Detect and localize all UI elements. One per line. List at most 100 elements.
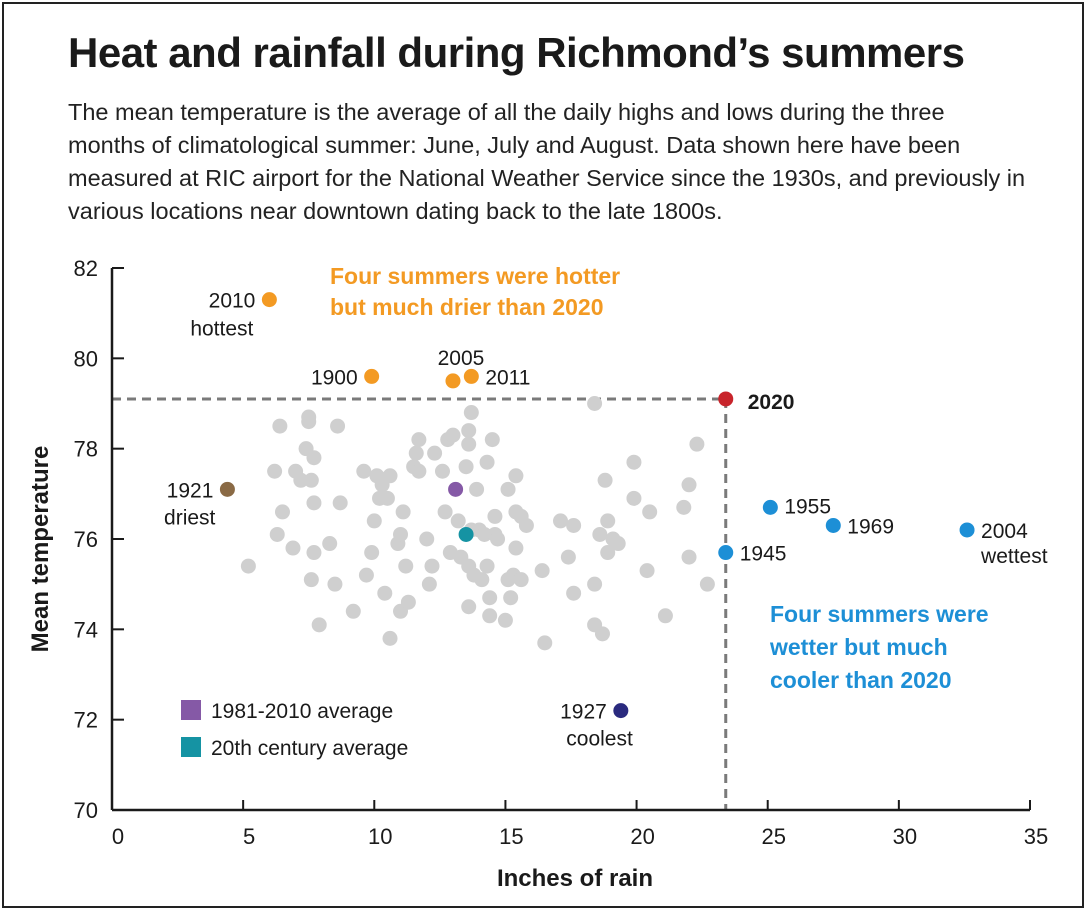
summer-point xyxy=(476,526,492,542)
x-tick-label: 20 xyxy=(630,824,654,849)
summer-point xyxy=(587,396,603,411)
y-tick-label: 70 xyxy=(74,798,98,823)
highlight-point-2005 xyxy=(445,373,461,389)
annotation-line: Four summers were xyxy=(770,601,989,627)
average-point xyxy=(448,481,464,497)
label-note-2010: hottest xyxy=(190,318,253,341)
summer-point xyxy=(676,499,692,515)
summer-point xyxy=(445,427,461,443)
highlight-point-2020 xyxy=(718,391,734,407)
summer-point xyxy=(269,526,285,542)
y-axis-title: Mean temperature xyxy=(27,446,54,653)
summer-point xyxy=(327,576,343,592)
summer-point xyxy=(322,536,338,552)
highlight-point-1969 xyxy=(825,517,841,533)
summer-point xyxy=(592,526,608,542)
highlight-point-2010 xyxy=(261,292,277,308)
summer-point xyxy=(484,432,500,448)
annotation-line: cooler than 2020 xyxy=(770,667,952,693)
summer-point xyxy=(639,563,655,579)
annotation-line: wetter but much xyxy=(769,634,948,660)
summer-point xyxy=(681,549,697,565)
label-note-1921: driest xyxy=(164,506,216,529)
label-2005: 2005 xyxy=(438,347,485,370)
legend-label: 1981-2010 average xyxy=(211,700,393,723)
summer-point xyxy=(450,513,466,529)
legend: 1981-2010 average 20th century average xyxy=(181,700,408,760)
summer-point xyxy=(699,576,715,592)
data-points xyxy=(219,292,975,719)
label-2020: 2020 xyxy=(748,391,795,414)
summer-point xyxy=(267,463,283,479)
summer-point xyxy=(560,549,576,565)
highlight-point-1921 xyxy=(219,481,235,497)
label-1969: 1969 xyxy=(847,515,894,538)
summer-point xyxy=(594,626,610,642)
summer-point xyxy=(503,590,519,606)
summer-point xyxy=(434,463,450,479)
summer-point xyxy=(461,599,477,615)
summer-point xyxy=(458,459,474,475)
annotation-line: but much drier than 2020 xyxy=(330,294,604,320)
x-tick-label: 5 xyxy=(243,824,255,849)
summer-point xyxy=(366,513,382,529)
chart-subtitle: The mean temperature is the average of a… xyxy=(68,99,1026,224)
label-1945: 1945 xyxy=(740,543,787,566)
highlight-point-1945 xyxy=(718,545,734,561)
summer-point xyxy=(306,450,322,466)
summer-point xyxy=(411,432,427,448)
summer-point xyxy=(482,608,498,624)
legend-label: 20th century average xyxy=(211,737,408,760)
summer-point xyxy=(274,504,290,520)
summer-point xyxy=(490,531,506,547)
summer-point xyxy=(537,635,553,651)
label-note-1927: coolest xyxy=(566,728,633,751)
summer-point xyxy=(395,504,411,520)
average-point xyxy=(458,526,474,542)
summer-point xyxy=(285,540,301,556)
summer-point xyxy=(303,472,319,488)
summer-point xyxy=(424,558,440,574)
summer-point xyxy=(469,481,485,497)
summer-point xyxy=(518,517,534,533)
summer-point xyxy=(411,463,427,479)
summer-point xyxy=(408,445,424,461)
annotations: Four summers were hotter but much drier t… xyxy=(330,263,989,693)
summer-point xyxy=(497,612,513,628)
label-1900: 1900 xyxy=(311,366,358,389)
summer-point xyxy=(681,477,697,493)
summer-point xyxy=(479,454,495,470)
summer-point xyxy=(330,418,346,434)
summer-point xyxy=(419,531,435,547)
summer-point xyxy=(393,526,409,542)
summer-point xyxy=(345,603,361,619)
label-1955: 1955 xyxy=(784,495,831,518)
annotation-line: Four summers were hotter xyxy=(330,263,620,289)
y-tick-label: 72 xyxy=(74,708,98,733)
y-tick-label: 82 xyxy=(74,256,98,281)
x-tick-label: 15 xyxy=(499,824,523,849)
summer-point xyxy=(301,414,317,430)
summer-point xyxy=(500,481,516,497)
y-tick-label: 78 xyxy=(74,437,98,462)
summer-point xyxy=(566,585,582,601)
summer-point xyxy=(437,504,453,520)
summer-point xyxy=(487,508,503,524)
summer-point xyxy=(398,558,414,574)
label-2004: 2004 xyxy=(981,520,1028,543)
summer-point xyxy=(657,608,673,624)
summer-point xyxy=(240,558,256,574)
axes: 70 72 74 76 78 80 82 0 5 10 15 20 25 30 35 Inches of ra… xyxy=(27,256,1048,892)
summer-point xyxy=(508,540,524,556)
x-axis-title: Inches of rain xyxy=(497,865,653,892)
x-tick-label: 30 xyxy=(893,824,917,849)
summer-point xyxy=(377,585,393,601)
summer-point xyxy=(474,572,490,588)
summer-point xyxy=(461,436,477,452)
summer-point xyxy=(356,463,372,479)
summer-point xyxy=(358,567,374,583)
reference-lines-2020 xyxy=(112,397,728,810)
summer-point xyxy=(463,405,479,421)
summer-point xyxy=(610,536,626,552)
